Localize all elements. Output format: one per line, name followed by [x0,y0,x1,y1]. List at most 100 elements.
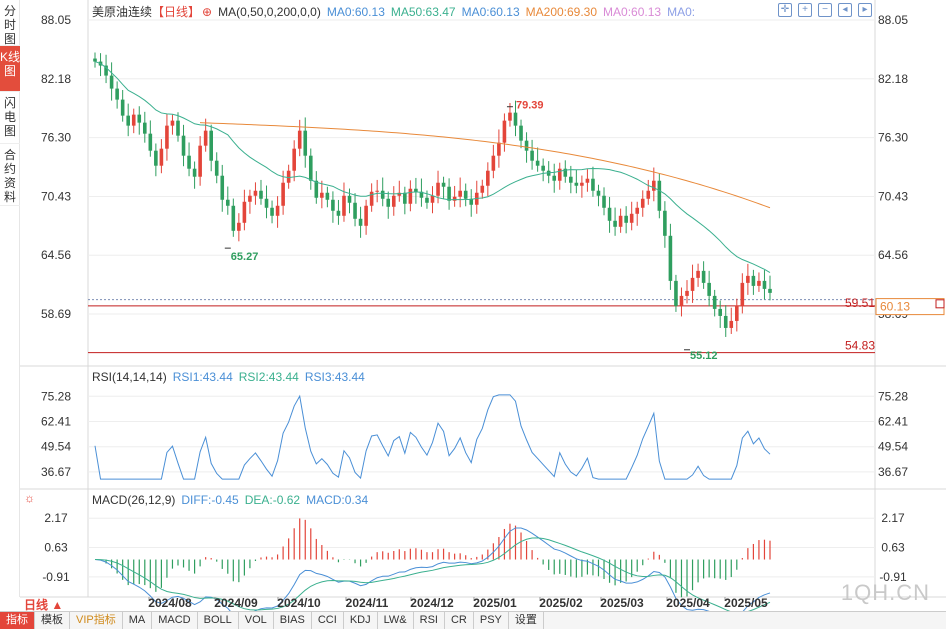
candle-body [657,180,662,211]
time-label: 2024/08 [148,596,192,610]
tab-lw[interactable]: LW& [378,612,414,629]
tab-rsi[interactable]: RSI [414,612,445,629]
candle-body [137,114,142,123]
candle-body [452,196,457,201]
candle-body [154,150,158,166]
candle-body [607,207,612,221]
tab-bias[interactable]: BIAS [274,612,312,629]
low-label: 55.12 [690,350,718,362]
macd-item: DEA:-0.62 [244,493,301,507]
candle-body [436,182,440,196]
add-indicator-icon[interactable]: ⊕ [202,5,213,19]
tab-templates[interactable]: 模板 [35,612,70,629]
candle-body [353,202,357,219]
candle-body [491,155,496,171]
candle-body [580,182,584,186]
rsi-tick-left: 36.67 [41,465,71,479]
tab-macd[interactable]: MACD [152,612,198,629]
price-tick-left: 76.30 [41,131,71,145]
candle-body [203,130,208,146]
price-tick-left: 58.69 [41,307,71,321]
candle-body [508,112,512,121]
kline-chart[interactable]: 88.05 88.05 82.18 82.18 76.30 76.30 70.43 70.43… [0,0,946,611]
candle-body [242,201,247,223]
macd-settings-icon[interactable]: ☼ [24,491,35,505]
candle-body [751,275,756,286]
candle-body [187,155,191,169]
dea-line [94,537,771,611]
candle-body [701,270,706,283]
indicator-bar: 指标 模板 VIP指标 MA MACD BOLL VOL BIAS CCI KD… [0,611,946,629]
candle-body [502,120,507,143]
tab-contract-info[interactable]: 合约资料 [0,144,20,206]
candle-body [557,168,562,181]
tab-psy[interactable]: PSY [474,612,509,629]
tab-kdj[interactable]: KDJ [344,612,378,629]
macd-item: MACD:0.34 [306,493,369,507]
tab-indicators[interactable]: 指标 [0,612,35,629]
crosshair-icon[interactable]: ✛ [778,3,792,17]
macd-tick-right: -0.91 [879,570,907,584]
candle-body [386,198,391,207]
candle-body [602,195,606,208]
candle-body [762,280,767,289]
candle-body [131,114,136,126]
zoom-out-icon[interactable]: − [818,3,832,17]
tab-settings[interactable]: 设置 [509,612,544,629]
rsi-item: RSI1:43.44 [172,370,233,384]
candle-body [198,145,202,177]
candle-body [552,175,557,181]
candle-body [519,125,523,141]
time-label: 2024/11 [346,596,389,610]
instrument-name: 美原油连续 [92,5,153,19]
candle-body [585,178,590,183]
scroll-right-icon[interactable]: ▸ [858,3,872,17]
price-tick-right: 88.05 [878,13,908,27]
candle-body [690,277,695,291]
candle-body [259,190,263,199]
tab-vip-indicators[interactable]: VIP指标 [70,612,123,629]
candle-body [596,190,601,196]
candle-body [281,182,285,206]
tab-ma[interactable]: MA [123,612,153,629]
macd-item: DIFF:-0.45 [181,493,239,507]
rsi-tick-left: 75.28 [41,389,71,403]
rsi-tick-right: 49.54 [878,440,908,454]
candle-body [674,280,678,306]
candle-body [524,140,529,151]
zoom-in-icon[interactable]: + [798,3,812,17]
tab-timeshare[interactable]: 分时图 [0,0,20,46]
candle-body [369,191,374,206]
tab-cci[interactable]: CCI [312,612,344,629]
tab-vol[interactable]: VOL [239,612,274,629]
left-tab-bar: 分时图 K线图 闪电图 合约资料 [0,0,20,597]
candle-body [397,192,402,196]
rsi-tick-left: 62.41 [41,414,71,428]
site-watermark: 1QH.CN [840,580,930,605]
alert-marker [935,299,945,309]
candle-body [663,210,667,236]
candle-body [408,188,413,204]
rsi-tick-right: 62.41 [878,414,908,428]
candle-body [253,190,258,196]
ma-item: MA0:60.13 [326,5,385,19]
time-label: 2025/02 [539,596,583,610]
scroll-left-icon[interactable]: ◂ [838,3,852,17]
chart-toolbar: ✛ + − ◂ ▸ [778,3,872,17]
candle-body [148,133,153,151]
period-tag[interactable]: 【日线】 [152,5,201,19]
candle-body [569,176,573,183]
tab-kline[interactable]: K线图 [0,46,20,92]
time-label: 2025/04 [666,596,710,610]
candle-body [419,191,424,198]
tab-cr[interactable]: CR [445,612,474,629]
candle-body [93,58,97,62]
period-selector[interactable]: 日线 ▲ [24,598,64,612]
ma-item: MA0: [667,5,696,19]
tab-boll[interactable]: BOLL [198,612,239,629]
candle-body [497,142,501,156]
candle-body [463,190,468,199]
tab-flash-chart[interactable]: 闪电图 [0,92,20,144]
candle-body [646,190,651,199]
candle-body [364,205,368,226]
